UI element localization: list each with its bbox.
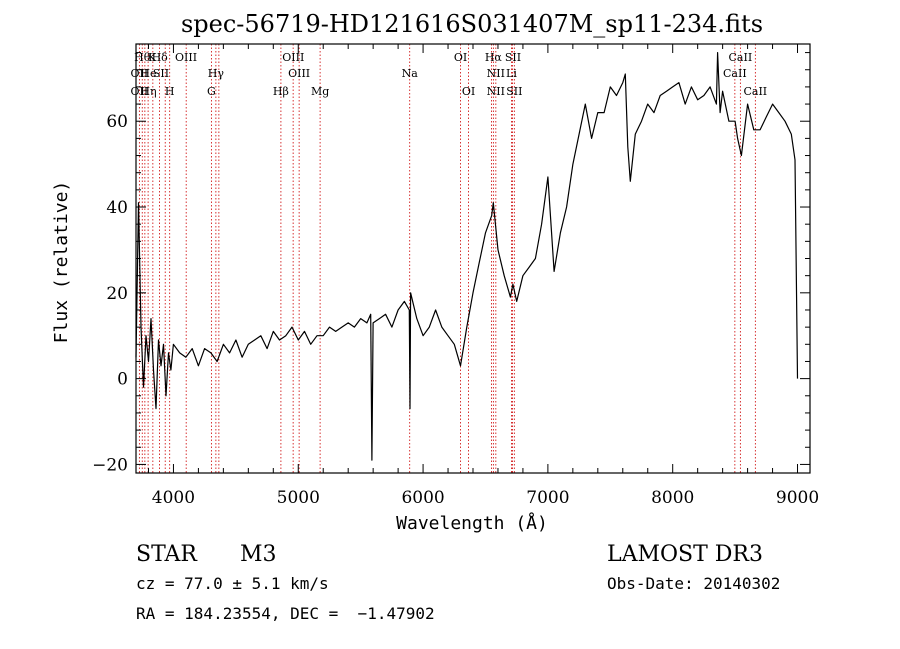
y-axis: −20 0 20 40 60 — [92, 52, 810, 475]
spectral-line-label: Li — [506, 67, 517, 80]
x-tick-label: 8000 — [651, 488, 694, 508]
spectral-line-label: Hδ — [152, 51, 169, 64]
x-tick-label: 9000 — [776, 488, 819, 508]
spectral-line-label: Hη — [140, 85, 156, 98]
x-tick-label: 5000 — [277, 488, 320, 508]
x-tick-label: 4000 — [152, 488, 195, 508]
spectral-line-label: OIII — [288, 67, 310, 80]
object-subclass: M3 — [240, 542, 277, 567]
chart-title: spec-56719-HD121616S031407M_sp11-234.fit… — [181, 10, 763, 38]
y-tick-label: 20 — [106, 284, 128, 304]
spectral-line-label: CaII — [743, 85, 767, 98]
spectral-line-label: SII — [153, 67, 169, 80]
spectral-line-label: CaII — [723, 67, 747, 80]
y-tick-label: 40 — [106, 198, 128, 218]
spectral-line-label: Hβ — [273, 85, 289, 98]
spectral-line-label: OI — [454, 51, 467, 64]
spectral-line-label: CaII — [729, 51, 753, 64]
y-tick-label: 0 — [117, 370, 128, 390]
spectral-line-label: K — [148, 51, 157, 64]
spectral-line-label: H — [165, 85, 175, 98]
spectral-line-label: OII — [131, 67, 149, 80]
survey-name: LAMOST DR3 — [607, 542, 763, 567]
spectral-line-label: NII — [487, 67, 505, 80]
line-markers-layer — [138, 44, 756, 473]
observation-date: Obs-Date: 20140302 — [607, 574, 780, 593]
y-tick-label: −20 — [92, 455, 128, 475]
y-tick-label: 60 — [106, 112, 128, 132]
spectral-line-label: SII — [505, 51, 521, 64]
x-tick-label: 6000 — [401, 488, 444, 508]
spectral-line-label: OIII — [175, 51, 197, 64]
spectral-line-label: NII — [487, 85, 505, 98]
spectral-line-label: OII — [131, 85, 149, 98]
x-tick-label: 7000 — [526, 488, 569, 508]
spectral-line-label: Hγ — [208, 67, 225, 80]
spectral-line-label: SII — [506, 85, 522, 98]
y-axis-label: Flux (relative) — [51, 181, 72, 344]
x-axis: 4000 5000 6000 7000 8000 9000 — [147, 44, 819, 508]
object-class: STAR — [136, 542, 198, 567]
x-axis-label: Wavelength (Å) — [396, 512, 548, 534]
coordinates: RA = 184.23554, DEC = −1.47902 — [136, 604, 435, 623]
spectral-line-label: OI — [462, 85, 475, 98]
spectral-line-label: Hθ — [134, 51, 151, 64]
spectral-line-label: G — [207, 85, 216, 98]
spectral-line-label: Mg — [311, 85, 329, 98]
spectrum-line — [135, 52, 799, 461]
redshift-value: cz = 77.0 ± 5.1 km/s — [136, 574, 329, 593]
spectral-line-label: OIII — [282, 51, 304, 64]
spectral-line-label: Hα — [485, 51, 503, 64]
info-block: STAR M3 LAMOST DR3 cz = 77.0 ± 5.1 km/s … — [136, 542, 780, 623]
spectral-line-label: He — [140, 67, 156, 80]
spectral-line-label: Na — [402, 67, 419, 80]
